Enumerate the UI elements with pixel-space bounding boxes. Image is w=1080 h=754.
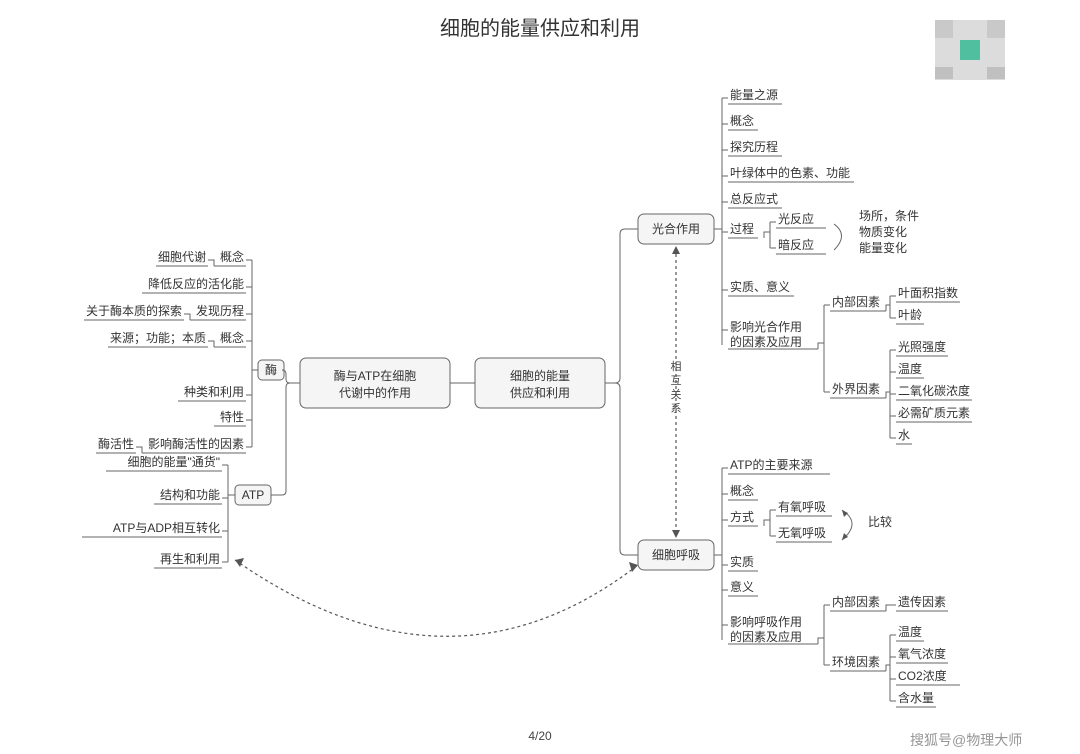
photo-factor: 外界因素 bbox=[832, 382, 880, 396]
enzyme-leaf: 概念 bbox=[220, 249, 244, 264]
photo-factor-sub: 叶面积指数 bbox=[898, 285, 958, 300]
enzyme-leaf-sub: 酶活性 bbox=[98, 436, 134, 451]
resp-leaf: 的因素及应用 bbox=[730, 629, 802, 644]
enzyme-leaf-sub: 来源；功能；本质 bbox=[110, 331, 206, 345]
resp-factor-sub: CO2浓度 bbox=[898, 668, 947, 683]
page-title: 细胞的能量供应和利用 bbox=[440, 17, 640, 40]
resp-factor-sub: 含水量 bbox=[898, 690, 934, 705]
atp-resp-relation bbox=[235, 560, 638, 636]
mindmap-diagram: 细胞的能量供应和利用 细胞的能量 供应和利用 酶与ATP在细胞 代谢中的作用 酶… bbox=[0, 0, 1080, 754]
enzyme-leaf: 影响酶活性的因素 bbox=[148, 436, 244, 451]
resp-leaf: ATP的主要来源 bbox=[730, 457, 812, 472]
resp-mode: 无氧呼吸 bbox=[778, 526, 826, 540]
atp-leaf: 再生和利用 bbox=[160, 552, 220, 566]
photo-process: 光反应 bbox=[778, 211, 814, 226]
photo-factor-sub: 温度 bbox=[898, 361, 922, 376]
resp-leaf: 概念 bbox=[730, 483, 754, 498]
watermark-text: 搜狐号@物理大师 bbox=[910, 732, 1022, 748]
enzyme-leaf: 发现历程 bbox=[196, 303, 244, 318]
svg-text:系: 系 bbox=[671, 402, 682, 415]
photo-leaf: 概念 bbox=[730, 113, 754, 128]
atp-leaf: 细胞的能量"通货" bbox=[127, 454, 220, 469]
resp-leaf: 方式 bbox=[730, 509, 754, 524]
svg-text:供应和利用: 供应和利用 bbox=[510, 385, 570, 400]
svg-text:相: 相 bbox=[671, 360, 682, 373]
atp-leaf: ATP与ADP相互转化 bbox=[113, 520, 220, 535]
svg-text:代谢中的作用: 代谢中的作用 bbox=[339, 385, 411, 400]
photo-process-anno: 物质变化 bbox=[859, 224, 907, 239]
svg-text:细胞的能量: 细胞的能量 bbox=[510, 368, 570, 383]
photosynthesis-node: 光合作用 bbox=[638, 214, 714, 244]
enzyme-leaf: 降低反应的活化能 bbox=[148, 276, 244, 291]
resp-factor: 内部因素 bbox=[832, 594, 880, 609]
photo-process: 暗反应 bbox=[778, 237, 814, 252]
photo-factor-sub: 水 bbox=[898, 428, 910, 442]
center-node: 细胞的能量 供应和利用 bbox=[475, 358, 605, 408]
enzyme-leaf-sub: 关于酶本质的探索 bbox=[86, 303, 182, 318]
enzyme-pill: 酶 bbox=[258, 360, 284, 380]
resp-factor-sub: 氧气浓度 bbox=[898, 646, 946, 661]
photo-factor-sub: 光照强度 bbox=[898, 339, 946, 354]
enzyme-leaf: 种类和利用 bbox=[184, 385, 244, 399]
svg-text:互: 互 bbox=[671, 375, 682, 387]
atp-leaf: 结构和功能 bbox=[160, 487, 220, 502]
photo-process-anno: 场所，条件 bbox=[859, 209, 919, 223]
photo-process-anno: 能量变化 bbox=[859, 240, 907, 255]
corner-image bbox=[935, 20, 1005, 80]
svg-text:光合作用: 光合作用 bbox=[652, 221, 700, 236]
photo-leaf: 探究历程 bbox=[730, 139, 778, 154]
resp-compare: 比较 bbox=[868, 514, 892, 529]
svg-text:细胞呼吸: 细胞呼吸 bbox=[652, 548, 700, 562]
photo-leaf: 叶绿体中的色素、功能 bbox=[730, 165, 850, 180]
svg-text:关: 关 bbox=[671, 387, 682, 401]
photo-factor-sub: 必需矿质元素 bbox=[898, 406, 970, 420]
enzyme-leaf: 概念 bbox=[220, 330, 244, 345]
photo-factor-sub: 叶龄 bbox=[898, 308, 922, 322]
resp-factor-sub: 遗传因素 bbox=[898, 594, 946, 609]
photo-leaf: 总反应式 bbox=[730, 191, 778, 206]
svg-text:酶与ATP在细胞: 酶与ATP在细胞 bbox=[334, 368, 416, 383]
photo-leaf: 影响光合作用 bbox=[730, 319, 802, 334]
resp-leaf: 意义 bbox=[730, 579, 754, 594]
photo-factor-sub: 二氧化碳浓度 bbox=[898, 383, 970, 398]
photo-leaf: 过程 bbox=[730, 221, 754, 236]
page-number: 4/20 bbox=[528, 729, 552, 743]
resp-mode: 有氧呼吸 bbox=[778, 500, 826, 514]
svg-text:ATP: ATP bbox=[242, 488, 264, 502]
atp-pill: ATP bbox=[235, 485, 271, 505]
resp-factor-sub: 温度 bbox=[898, 624, 922, 639]
enzyme-leaf-sub: 细胞代谢 bbox=[158, 249, 206, 264]
enzyme-leaf: 特性 bbox=[220, 409, 244, 424]
svg-text:酶: 酶 bbox=[265, 362, 277, 377]
resp-factor: 环境因素 bbox=[832, 654, 880, 669]
resp-leaf: 实质 bbox=[730, 554, 754, 569]
left-main-node: 酶与ATP在细胞 代谢中的作用 bbox=[300, 358, 450, 408]
photo-leaf: 的因素及应用 bbox=[730, 334, 802, 349]
photo-factor: 内部因素 bbox=[832, 294, 880, 309]
photo-leaf: 能量之源 bbox=[730, 88, 778, 102]
photo-leaf: 实质、意义 bbox=[730, 279, 790, 294]
resp-leaf: 影响呼吸作用 bbox=[730, 614, 802, 629]
respiration-node: 细胞呼吸 bbox=[638, 540, 714, 570]
